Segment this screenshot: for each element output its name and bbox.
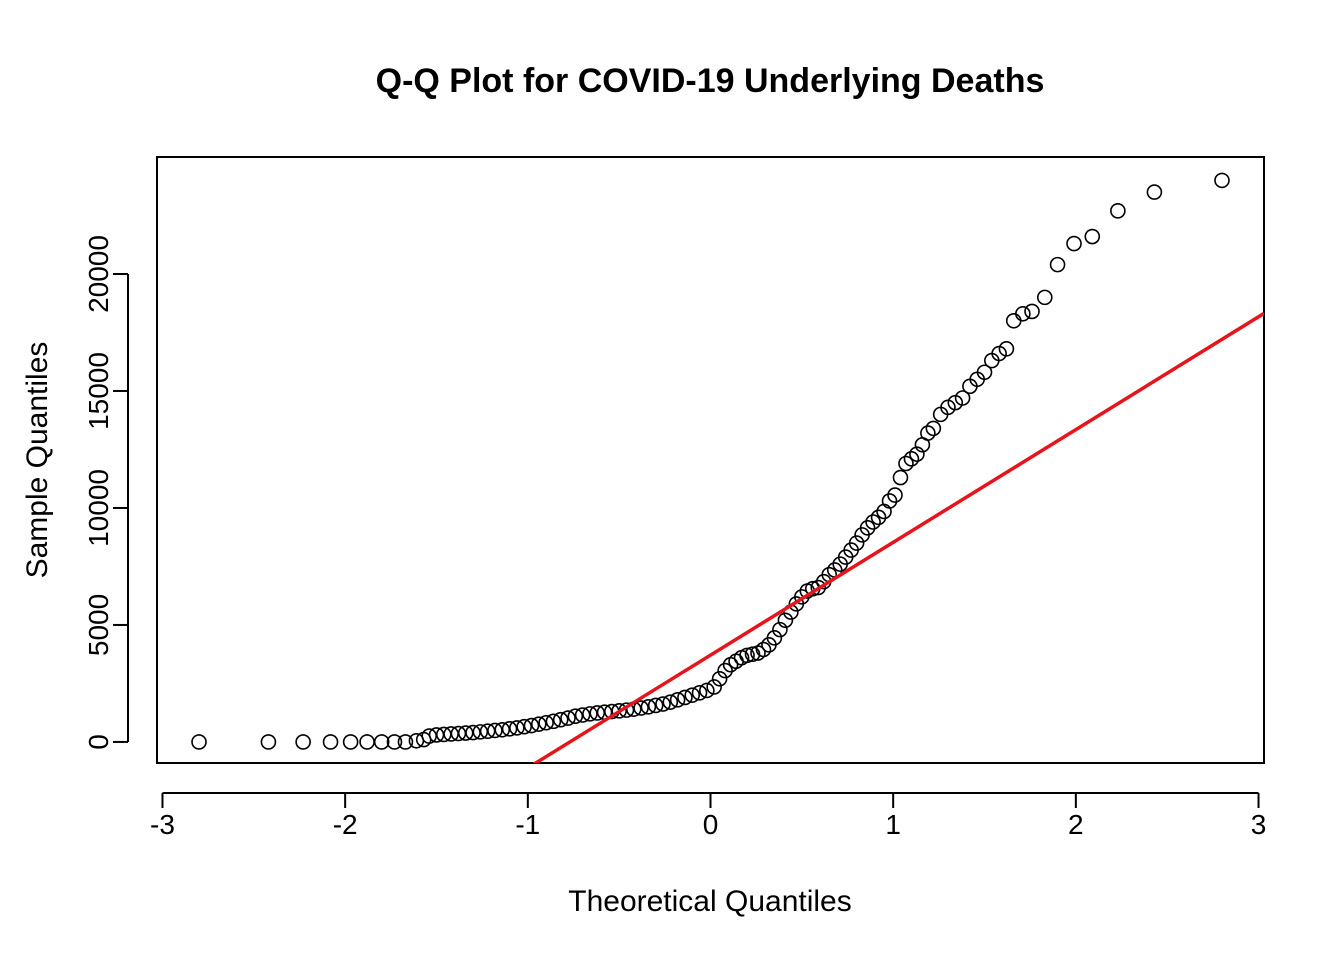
data-point: [1110, 203, 1126, 219]
x-axis-label: Theoretical Quantiles: [568, 885, 851, 918]
data-point: [810, 579, 827, 596]
data-point: [530, 716, 547, 732]
x-tick-label: -2: [333, 809, 358, 840]
data-point: [1036, 289, 1053, 306]
data-point: [976, 364, 993, 381]
x-axis: -3 -2 -1 0 1 2 3: [150, 792, 1267, 840]
y-axis: 0 5000 10000 15000 20000: [83, 235, 129, 750]
data-point: [397, 734, 414, 750]
data-point: [640, 699, 657, 715]
x-tick-label: -1: [515, 809, 540, 840]
data-point: [744, 646, 761, 663]
x-tick-label: 0: [703, 809, 719, 840]
data-point: [1049, 256, 1066, 273]
data-point: [881, 493, 898, 509]
data-point: [1066, 235, 1082, 252]
data-point: [633, 700, 649, 716]
data-point: [1015, 305, 1031, 322]
x-tick-label: 1: [885, 809, 901, 840]
data-point: [669, 692, 686, 708]
data-point: [699, 682, 715, 699]
data-point: [755, 641, 772, 658]
data-point: [509, 720, 525, 736]
data-point: [1146, 184, 1163, 200]
data-point: [1084, 228, 1101, 245]
data-point: [887, 487, 903, 503]
data-point: [1005, 312, 1022, 329]
data-point: [552, 711, 569, 728]
data-point: [359, 734, 375, 750]
data-point: [684, 687, 701, 703]
data-point: [892, 469, 909, 486]
data-point: [342, 734, 359, 750]
data-point: [777, 612, 794, 629]
data-point: [523, 717, 540, 734]
data-point: [903, 451, 920, 467]
y-tick-label: 15000: [83, 352, 114, 430]
y-tick-label: 10000: [83, 469, 114, 547]
data-point: [662, 694, 679, 710]
data-point: [909, 446, 925, 462]
data-point: [567, 708, 584, 725]
data-point: [677, 689, 693, 706]
data-point: [898, 455, 914, 472]
reference-line: [532, 311, 1264, 763]
data-point: [560, 710, 576, 726]
plot-frame: [156, 156, 1265, 764]
data-points: [191, 172, 1230, 750]
y-tick-label: 20000: [83, 235, 114, 313]
data-point: [655, 696, 671, 712]
data-point: [373, 734, 390, 750]
data-point: [516, 718, 532, 735]
data-point: [545, 713, 562, 730]
data-point: [717, 662, 733, 679]
data-point: [322, 734, 339, 750]
data-point: [739, 647, 755, 664]
data-point: [295, 734, 311, 750]
x-tick-label: -3: [150, 809, 175, 840]
data-point: [876, 503, 892, 520]
y-tick-label: 0: [83, 734, 114, 750]
chart-title: Q-Q Plot for COVID-19 Underlying Deaths: [376, 62, 1045, 100]
data-point: [920, 425, 936, 441]
data-point: [1024, 303, 1040, 320]
data-point: [954, 390, 971, 406]
data-point: [691, 685, 708, 701]
reference-line-group: [532, 311, 1264, 763]
x-tick-label: 2: [1068, 809, 1084, 840]
data-point: [859, 520, 876, 536]
data-point: [386, 734, 403, 750]
y-tick-label: 5000: [83, 594, 114, 656]
data-point: [501, 721, 518, 737]
data-point: [191, 734, 207, 750]
data-point: [1214, 172, 1230, 189]
data-point: [706, 679, 722, 695]
data-point: [865, 514, 881, 530]
x-tick-label: 3: [1251, 809, 1267, 840]
data-point: [494, 721, 511, 738]
data-point: [870, 509, 887, 526]
data-point: [538, 714, 554, 731]
data-point: [647, 697, 664, 714]
data-point: [925, 420, 942, 437]
y-axis-label: Sample Quantiles: [21, 342, 54, 579]
data-point: [998, 341, 1015, 357]
data-point: [772, 621, 788, 638]
data-point: [794, 589, 810, 605]
data-point: [848, 535, 865, 551]
data-point: [260, 734, 277, 750]
data-point: [711, 670, 728, 687]
data-point: [766, 630, 783, 646]
data-point: [574, 707, 591, 723]
